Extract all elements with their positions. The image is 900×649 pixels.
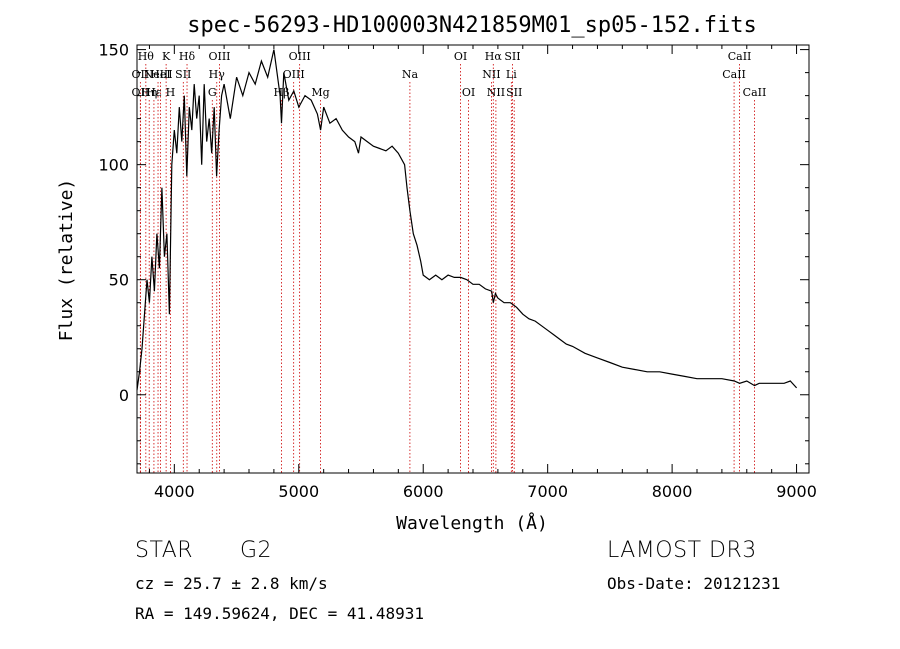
marker-label-23: NII <box>487 86 505 99</box>
x-tick-label-5: 9000 <box>776 482 817 501</box>
sky-coordinates: RA = 149.59624, DEC = 41.48931 <box>135 604 424 623</box>
marker-label-2: OII <box>132 86 150 99</box>
marker-label-8: H <box>166 86 176 99</box>
marker-label-11: G <box>208 86 217 99</box>
object-class: STAR <box>135 538 194 563</box>
plot-frame <box>136 44 810 474</box>
marker-label-5: NeIII <box>143 68 172 81</box>
y-tick-label-0: 0 <box>119 386 129 405</box>
marker-label-29: CaII <box>743 86 767 99</box>
marker-label-22: Hα <box>485 50 503 63</box>
marker-label-6: HeI <box>150 68 170 81</box>
marker-label-18: Na <box>402 68 419 81</box>
marker-label-16: OIII <box>289 50 311 63</box>
marker-label-14: Hβ <box>274 86 290 99</box>
marker-label-1: OII <box>132 68 150 81</box>
marker-label-28: CaII <box>728 50 752 63</box>
x-axis: 4000 5000 6000 7000 8000 9000 <box>148 45 817 501</box>
y-tick-label-2: 100 <box>98 156 129 175</box>
y-tick-label-1: 50 <box>109 271 129 290</box>
redshift-value: cz = 25.7 ± 2.8 km/s <box>135 574 328 593</box>
emission-line-markers <box>139 64 755 473</box>
y-tick-label-3: 150 <box>98 41 129 60</box>
marker-label-19: OI <box>454 50 467 63</box>
y-axis-label: Flux (relative) <box>56 179 77 342</box>
spectrum-flux-line <box>136 49 798 391</box>
marker-label-12: Hγ <box>209 68 226 81</box>
marker-label-9: SII <box>175 68 191 81</box>
marker-label-17: Mg <box>311 86 329 99</box>
marker-label-3: Hη <box>141 86 157 99</box>
marker-label-25: SII <box>504 50 520 63</box>
marker-label-13: OIII <box>208 50 230 63</box>
marker-label-4: Hε <box>146 86 162 99</box>
x-axis-label: Wavelength (Å) <box>396 512 548 534</box>
survey-name: LAMOST DR3 <box>607 538 757 563</box>
marker-label-15: OIII <box>283 68 305 81</box>
marker-label-7: K <box>162 50 171 63</box>
observation-date: Obs-Date: 20121231 <box>607 574 781 593</box>
marker-label-20: OI <box>462 86 475 99</box>
marker-label-24: Li <box>506 68 517 81</box>
marker-label-21: NII <box>482 68 500 81</box>
x-tick-label-1: 5000 <box>278 482 319 501</box>
x-tick-label-0: 4000 <box>154 482 195 501</box>
y-axis: 0 50 100 150 <box>98 41 809 465</box>
chart-title: spec-56293-HD100003N421859M01_sp05-152.f… <box>187 13 757 38</box>
marker-label-27: CaII <box>722 68 746 81</box>
marker-label-10: Hδ <box>179 50 196 63</box>
emission-line-labels: HθOIIOIIHηHεNeIIIHeIKHSIIHδGHγOIIIHβOIII… <box>132 50 767 99</box>
marker-label-0: Hθ <box>138 50 155 63</box>
x-tick-label-4: 8000 <box>652 482 693 501</box>
x-tick-label-3: 7000 <box>527 482 568 501</box>
object-subclass: G2 <box>240 538 273 563</box>
marker-label-26: SII <box>506 86 522 99</box>
x-tick-label-2: 6000 <box>403 482 444 501</box>
